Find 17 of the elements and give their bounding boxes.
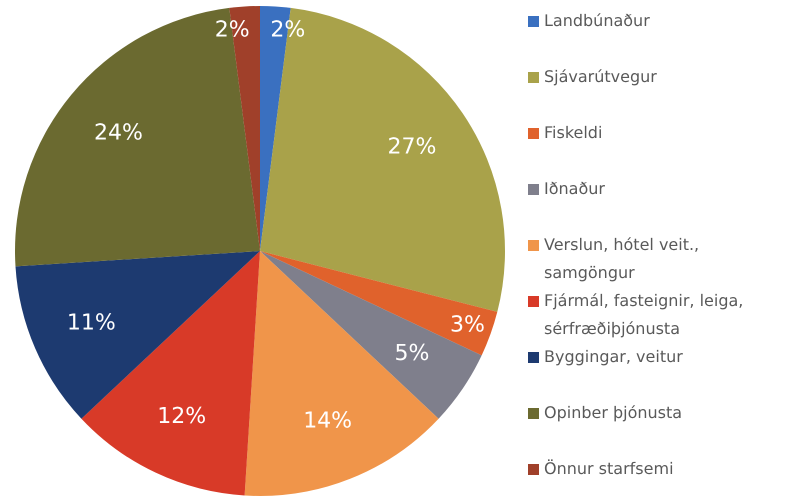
- data-label: 3%: [450, 312, 485, 338]
- data-label: 11%: [66, 310, 116, 336]
- legend-label: Sjávarútvegur: [544, 66, 658, 88]
- data-label: 14%: [303, 408, 352, 434]
- legend-label: Iðnaður: [544, 178, 606, 200]
- legend-label: Verslun, hótel veit., samgöngur: [544, 234, 700, 284]
- data-label: 5%: [394, 341, 430, 366]
- data-label: 12%: [157, 404, 206, 429]
- legend-label: Byggingar, veitur: [544, 346, 684, 368]
- legend-label: Opinber þjónusta: [544, 402, 684, 424]
- legend-label: Fiskeldi: [544, 122, 604, 144]
- data-label: 24%: [94, 120, 143, 146]
- data-label: 2%: [214, 18, 250, 43]
- legend-label: Landbúnaður: [544, 10, 651, 32]
- legend-label: Önnur starfsemi: [544, 458, 675, 480]
- data-label: 27%: [388, 134, 436, 160]
- legend-label: Fjármál, fasteignir, leiga, sérfræðiþjónusta: [544, 290, 744, 340]
